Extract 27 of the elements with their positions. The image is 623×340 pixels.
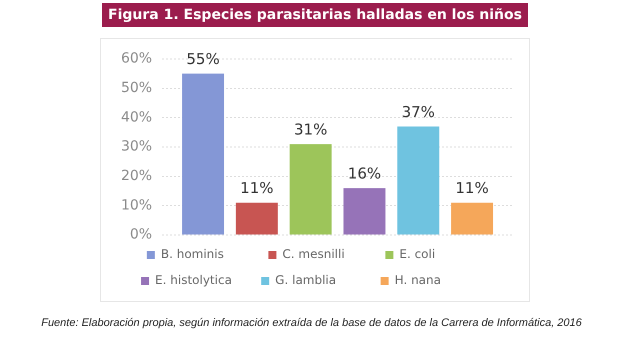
bar: [182, 74, 224, 234]
legend-label: H. nana: [394, 273, 483, 288]
y-tick-label: 60%: [120, 50, 152, 67]
y-tick-label: 30%: [120, 138, 152, 155]
legend-label: E. histolytica: [155, 273, 248, 288]
data-label: 31%: [294, 120, 328, 138]
data-label: 37%: [402, 102, 435, 121]
y-tick-label: 10%: [120, 197, 152, 214]
bar: [290, 144, 332, 234]
data-label: 55%: [186, 50, 220, 68]
data-label: 11%: [240, 179, 274, 198]
chart-title: Figura 1. Especies parasitarias halladas en los niños: [102, 3, 528, 27]
bar: [451, 202, 494, 234]
y-tick-label: 0%: [130, 226, 152, 243]
legend-label: G. lamblia: [275, 273, 367, 288]
source-note: Fuente: Elaboración propia, según información extraída de la base de datos de la Carrera de Informática, 2016: [40, 317, 583, 329]
y-tick-label: 40%: [120, 109, 152, 126]
data-label: 11%: [455, 179, 489, 198]
bar: [397, 126, 440, 234]
legend-label: B. hominis: [160, 247, 254, 262]
y-tick-label: 50%: [120, 80, 152, 96]
bar: [236, 202, 278, 234]
data-label: 16%: [348, 164, 382, 182]
legend-label: E. coli: [399, 247, 478, 262]
y-tick-label: 20%: [120, 168, 152, 184]
bar: [343, 188, 386, 234]
legend-label: C. mesnilli: [282, 247, 372, 262]
